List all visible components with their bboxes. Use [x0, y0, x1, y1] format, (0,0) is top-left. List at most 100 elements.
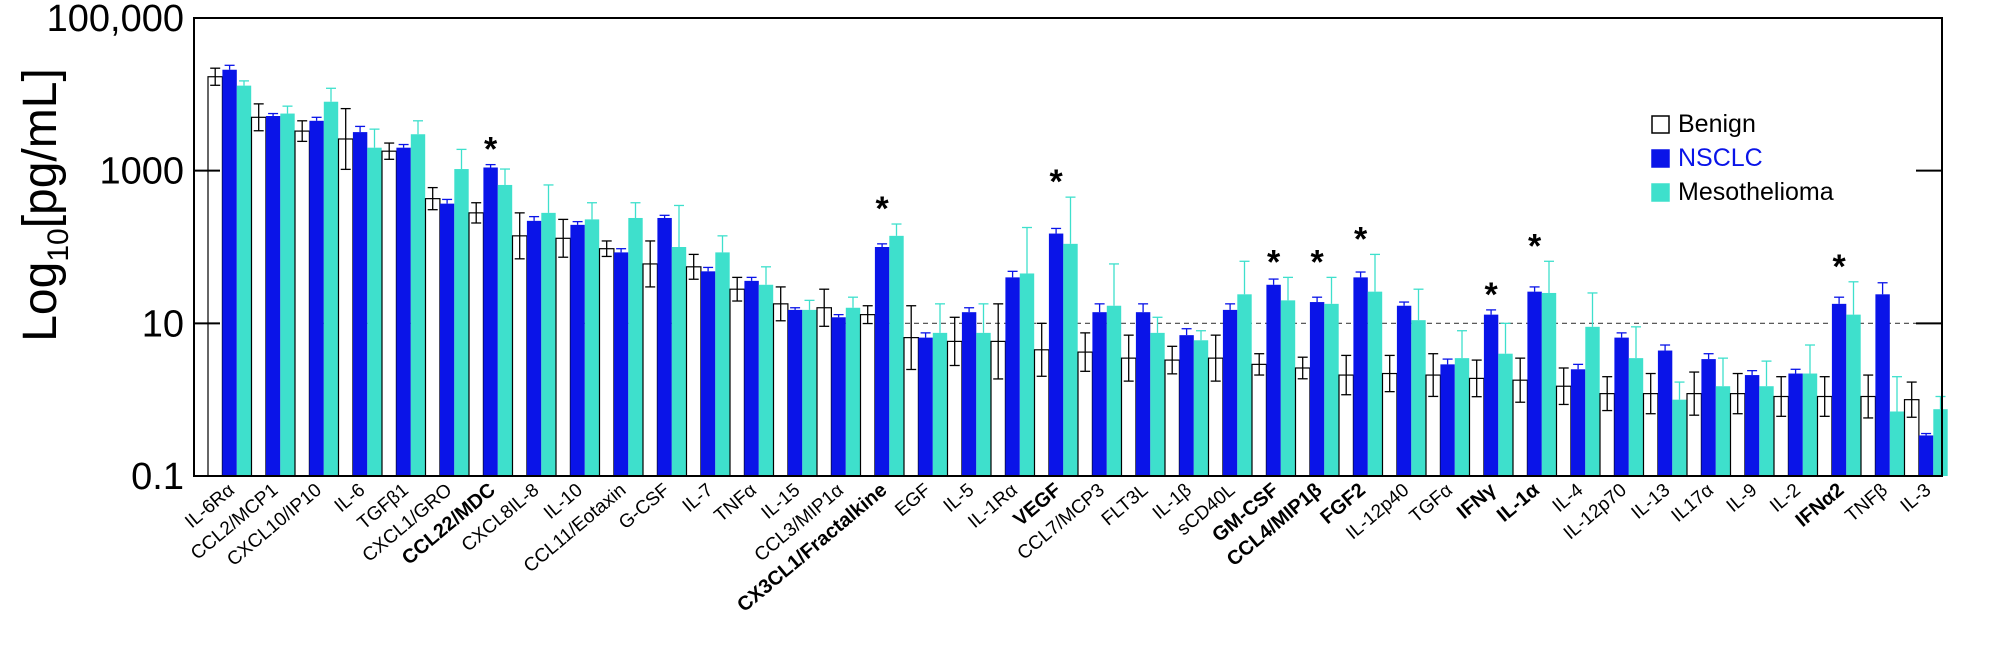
- bar-nsclc: [352, 132, 368, 477]
- bar-meso: [1237, 294, 1252, 476]
- bar-nsclc: [1048, 233, 1064, 476]
- bar-meso: [454, 169, 469, 477]
- bar-nsclc: [1483, 314, 1499, 476]
- category-label: IL17α: [1668, 480, 1718, 527]
- category-label: EGF: [891, 480, 934, 521]
- bar-nsclc: [1135, 312, 1151, 476]
- bar-meso: [1150, 332, 1165, 476]
- legend-entry-label: Benign: [1678, 110, 1756, 138]
- significance-star: *: [1049, 163, 1063, 201]
- y-axis-label-unit: [pg/mL]: [14, 68, 67, 228]
- category-label: FLT3L: [1098, 480, 1152, 530]
- bar-benign: [642, 263, 658, 477]
- bar-nsclc: [1918, 435, 1934, 476]
- bar-benign: [1251, 363, 1267, 477]
- bar-benign: [468, 212, 484, 477]
- bar-nsclc: [439, 203, 455, 477]
- bar-nsclc: [1005, 277, 1020, 476]
- significance-star: *: [875, 190, 889, 228]
- bar-meso: [932, 332, 948, 476]
- bar-nsclc: [526, 220, 542, 476]
- legend-swatch: [1651, 115, 1670, 134]
- bar-meso: [628, 217, 643, 476]
- bar-meso: [1019, 273, 1035, 476]
- bar-nsclc: [1744, 375, 1760, 476]
- y-axis-label-subscript: 10: [42, 228, 75, 261]
- category-label: TGFα: [1406, 480, 1457, 528]
- bar-nsclc: [265, 116, 281, 476]
- bars-layer: [207, 64, 1948, 477]
- bar-nsclc: [1831, 303, 1847, 476]
- y-axis-label-main: Log: [14, 262, 67, 342]
- bar-meso: [1063, 243, 1078, 476]
- bar-benign: [294, 130, 310, 477]
- category-label: IL-9: [1723, 480, 1762, 517]
- bar-benign: [685, 266, 702, 477]
- bar-nsclc: [1701, 359, 1716, 476]
- bar-meso: [1889, 411, 1905, 476]
- bar-meso: [1585, 326, 1600, 476]
- legend-swatch: [1651, 149, 1670, 168]
- bar-meso: [758, 284, 774, 476]
- category-label: TNFα: [711, 480, 761, 527]
- bar-meso: [1933, 409, 1948, 476]
- bar-benign: [511, 235, 528, 477]
- bar-nsclc: [570, 224, 585, 476]
- significance-markers: * * * * * * * * *: [484, 131, 1846, 314]
- bar-benign: [816, 307, 832, 477]
- bar-benign: [555, 237, 571, 477]
- bar-nsclc: [1396, 305, 1412, 476]
- bar-benign: [1164, 359, 1180, 477]
- bar-meso: [1280, 300, 1296, 476]
- bar-meso: [1106, 305, 1122, 476]
- bar-benign: [598, 248, 615, 477]
- bar-nsclc: [744, 280, 759, 476]
- bar-benign: [859, 314, 876, 477]
- bar-meso: [1759, 386, 1774, 476]
- bar-meso: [1846, 314, 1861, 476]
- bar-meso: [584, 219, 600, 476]
- svg-text:Log10[pg/mL]: Log10[pg/mL]: [14, 68, 75, 342]
- bar-meso: [236, 85, 252, 477]
- bar-nsclc: [961, 312, 977, 476]
- bar-nsclc: [1875, 294, 1890, 476]
- bar-benign: [424, 198, 441, 477]
- bar-meso: [802, 309, 817, 476]
- significance-star: *: [1354, 220, 1368, 258]
- bar-meso: [1628, 358, 1644, 476]
- bar-benign: [772, 303, 789, 477]
- bar-meso: [541, 212, 556, 476]
- category-label: IL-1α: [1493, 479, 1544, 527]
- bar-nsclc: [1788, 373, 1803, 476]
- legend: Benign NSCLC Mesothelioma: [1651, 110, 1834, 206]
- bar-meso: [410, 134, 426, 477]
- bar-benign: [337, 138, 354, 477]
- legend-entry-label: NSCLC: [1678, 144, 1763, 172]
- bar-benign: [381, 150, 397, 477]
- category-label: IL-1Rα: [964, 480, 1022, 533]
- bar-nsclc: [1657, 350, 1673, 476]
- bar-nsclc: [222, 69, 237, 477]
- significance-star: *: [1484, 276, 1498, 314]
- legend-swatch: [1651, 183, 1670, 202]
- category-label: G-CSF: [615, 480, 674, 534]
- bar-nsclc: [309, 120, 324, 476]
- category-label: TNFβ: [1842, 480, 1892, 527]
- bar-benign: [1294, 367, 1311, 477]
- bar-benign: [207, 76, 223, 477]
- bar-meso: [280, 113, 295, 476]
- bar-nsclc: [1570, 369, 1586, 476]
- bar-nsclc: [1179, 335, 1194, 476]
- bar-benign: [729, 288, 745, 477]
- bar-meso: [1367, 291, 1383, 476]
- bar-nsclc: [396, 147, 411, 476]
- bar-meso: [1541, 292, 1557, 476]
- significance-star: *: [1832, 248, 1846, 286]
- category-label: IL-3: [1897, 480, 1936, 517]
- bar-nsclc: [1309, 302, 1325, 476]
- bar-meso: [1498, 353, 1513, 476]
- bar-meso: [1324, 303, 1339, 476]
